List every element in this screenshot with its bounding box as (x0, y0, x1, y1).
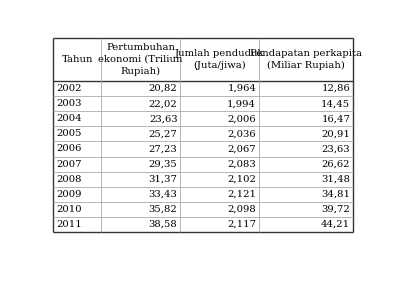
Text: 16,47: 16,47 (321, 114, 350, 123)
Text: 2003: 2003 (56, 99, 82, 108)
Text: 20,91: 20,91 (321, 129, 350, 139)
Text: 2,121: 2,121 (227, 190, 256, 199)
Text: 44,21: 44,21 (321, 220, 350, 229)
Text: 1,964: 1,964 (227, 84, 256, 93)
Text: 20,82: 20,82 (149, 84, 178, 93)
Text: 23,63: 23,63 (322, 145, 350, 154)
Text: 2,067: 2,067 (228, 145, 256, 154)
Text: 12,86: 12,86 (322, 84, 350, 93)
Text: 33,43: 33,43 (148, 190, 178, 199)
Text: 31,48: 31,48 (321, 175, 350, 184)
Text: 34,81: 34,81 (321, 190, 350, 199)
Text: 22,02: 22,02 (149, 99, 178, 108)
Text: 23,63: 23,63 (149, 114, 178, 123)
Text: 2011: 2011 (56, 220, 82, 229)
Text: 39,72: 39,72 (322, 205, 350, 214)
Text: 2,036: 2,036 (228, 129, 256, 139)
Text: 14,45: 14,45 (321, 99, 350, 108)
Text: 26,62: 26,62 (322, 160, 350, 168)
Text: 27,23: 27,23 (149, 145, 178, 154)
Text: 38,58: 38,58 (149, 220, 178, 229)
Text: Pendapatan perkapita
(Miliar Rupiah): Pendapatan perkapita (Miliar Rupiah) (250, 49, 362, 70)
Text: 2005: 2005 (56, 129, 82, 139)
Text: 1,994: 1,994 (227, 99, 256, 108)
Text: 2,006: 2,006 (228, 114, 256, 123)
Text: Pertumbuhan
ekonomi (Triliun
Rupiah): Pertumbuhan ekonomi (Triliun Rupiah) (98, 43, 183, 76)
Text: 31,37: 31,37 (148, 175, 178, 184)
Text: 2010: 2010 (56, 205, 82, 214)
Text: 2,098: 2,098 (227, 205, 256, 214)
Text: 2,083: 2,083 (227, 160, 256, 168)
Text: Jumlah penduduk
(Juta/jiwa): Jumlah penduduk (Juta/jiwa) (174, 49, 264, 70)
Text: 35,82: 35,82 (149, 205, 178, 214)
Text: 2006: 2006 (56, 145, 81, 154)
Text: Tahun: Tahun (62, 55, 93, 64)
Text: 2009: 2009 (56, 190, 82, 199)
Text: 2,117: 2,117 (227, 220, 256, 229)
Text: 2008: 2008 (56, 175, 82, 184)
Text: 2004: 2004 (56, 114, 82, 123)
Text: 25,27: 25,27 (149, 129, 178, 139)
Text: 2007: 2007 (56, 160, 82, 168)
Text: 2002: 2002 (56, 84, 82, 93)
Text: 29,35: 29,35 (149, 160, 178, 168)
Text: 2,102: 2,102 (227, 175, 256, 184)
